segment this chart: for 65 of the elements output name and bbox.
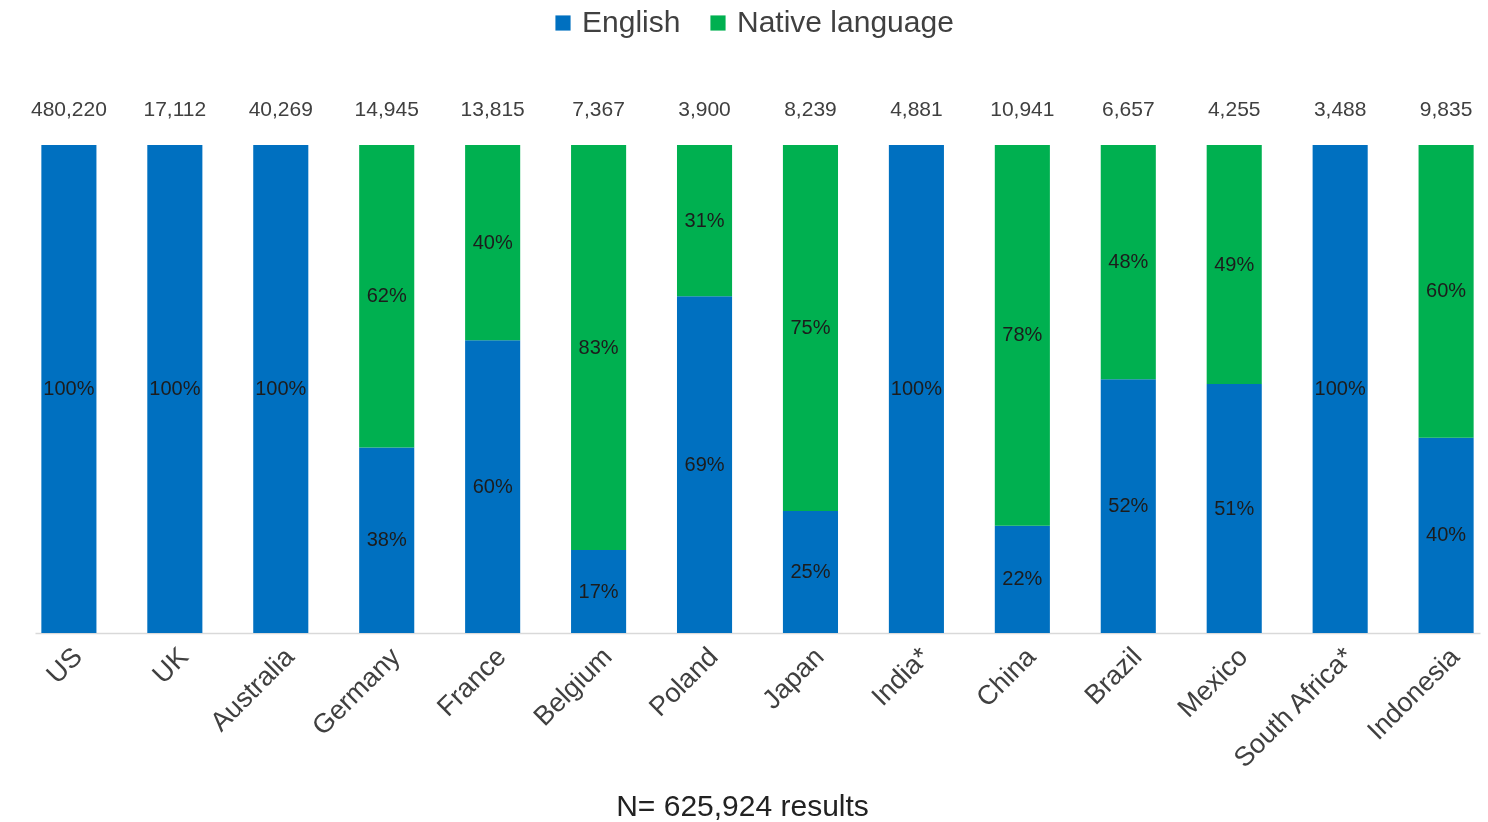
data-label: 17% bbox=[578, 579, 619, 602]
annotation: 4,255 bbox=[1207, 97, 1261, 120]
data-label: 100% bbox=[255, 377, 307, 399]
bar bbox=[253, 145, 309, 633]
annotation: 8,239 bbox=[784, 97, 837, 120]
annotation: 40,269 bbox=[248, 97, 313, 120]
data-label: 25% bbox=[790, 560, 831, 582]
data-label: 31% bbox=[684, 208, 725, 231]
annotation: 17,112 bbox=[143, 97, 207, 120]
data-label: 52% bbox=[1108, 494, 1149, 517]
data-label: 22% bbox=[1002, 567, 1043, 590]
annotation: 4,881 bbox=[890, 97, 943, 120]
bar bbox=[359, 145, 415, 448]
bar bbox=[1312, 145, 1368, 633]
data-label: 60% bbox=[472, 474, 513, 497]
bar bbox=[1418, 437, 1474, 633]
data-label: 40% bbox=[1426, 523, 1467, 546]
bar bbox=[994, 145, 1050, 526]
data-label: 38% bbox=[366, 528, 407, 551]
data-label: 51% bbox=[1214, 496, 1255, 519]
annotation: 3,488 bbox=[1313, 97, 1367, 120]
bar bbox=[1418, 145, 1474, 438]
data-label: 75% bbox=[790, 316, 831, 338]
data-label: 100% bbox=[43, 377, 95, 399]
data-label: 100% bbox=[149, 377, 201, 399]
bar bbox=[994, 525, 1050, 633]
bar bbox=[1206, 384, 1262, 633]
bar bbox=[359, 447, 415, 633]
data-label: 60% bbox=[1426, 279, 1467, 302]
bar bbox=[1100, 379, 1156, 633]
annotation: 6,657 bbox=[1102, 97, 1155, 120]
annotation: 10,941 bbox=[990, 97, 1055, 120]
bar bbox=[782, 511, 839, 633]
annotation: 13,815 bbox=[460, 97, 525, 120]
bar bbox=[888, 145, 944, 633]
bar bbox=[571, 145, 627, 551]
annotation: 7,367 bbox=[572, 97, 625, 120]
data-label: 40% bbox=[472, 230, 513, 253]
text: N= 625,924 results bbox=[616, 789, 869, 822]
x-tick-label: US bbox=[40, 641, 88, 690]
data-label: 83% bbox=[578, 335, 619, 358]
bar bbox=[571, 550, 627, 633]
data-label: 62% bbox=[366, 284, 407, 307]
data-label: 78% bbox=[1002, 323, 1043, 346]
data-label: 100% bbox=[1314, 377, 1366, 399]
legend-label: English bbox=[582, 5, 681, 38]
annotation: 14,945 bbox=[354, 97, 419, 120]
bar bbox=[147, 145, 203, 633]
annotation: 3,900 bbox=[678, 97, 731, 120]
data-label: 100% bbox=[890, 377, 943, 399]
bar bbox=[1100, 145, 1156, 380]
annotation: 480,220 bbox=[30, 97, 107, 120]
annotation: 9,835 bbox=[1419, 97, 1473, 120]
x-tick-label: UK bbox=[146, 641, 194, 690]
bar bbox=[782, 145, 839, 511]
legend-label: Native language bbox=[737, 5, 954, 38]
bar bbox=[41, 145, 97, 633]
bar bbox=[465, 340, 521, 633]
bar bbox=[676, 145, 733, 297]
bar bbox=[676, 296, 733, 633]
data-label: 69% bbox=[684, 452, 725, 475]
bar bbox=[465, 145, 521, 341]
bar bbox=[1206, 145, 1262, 385]
data-label: 49% bbox=[1214, 252, 1255, 275]
data-label: 48% bbox=[1108, 250, 1149, 273]
